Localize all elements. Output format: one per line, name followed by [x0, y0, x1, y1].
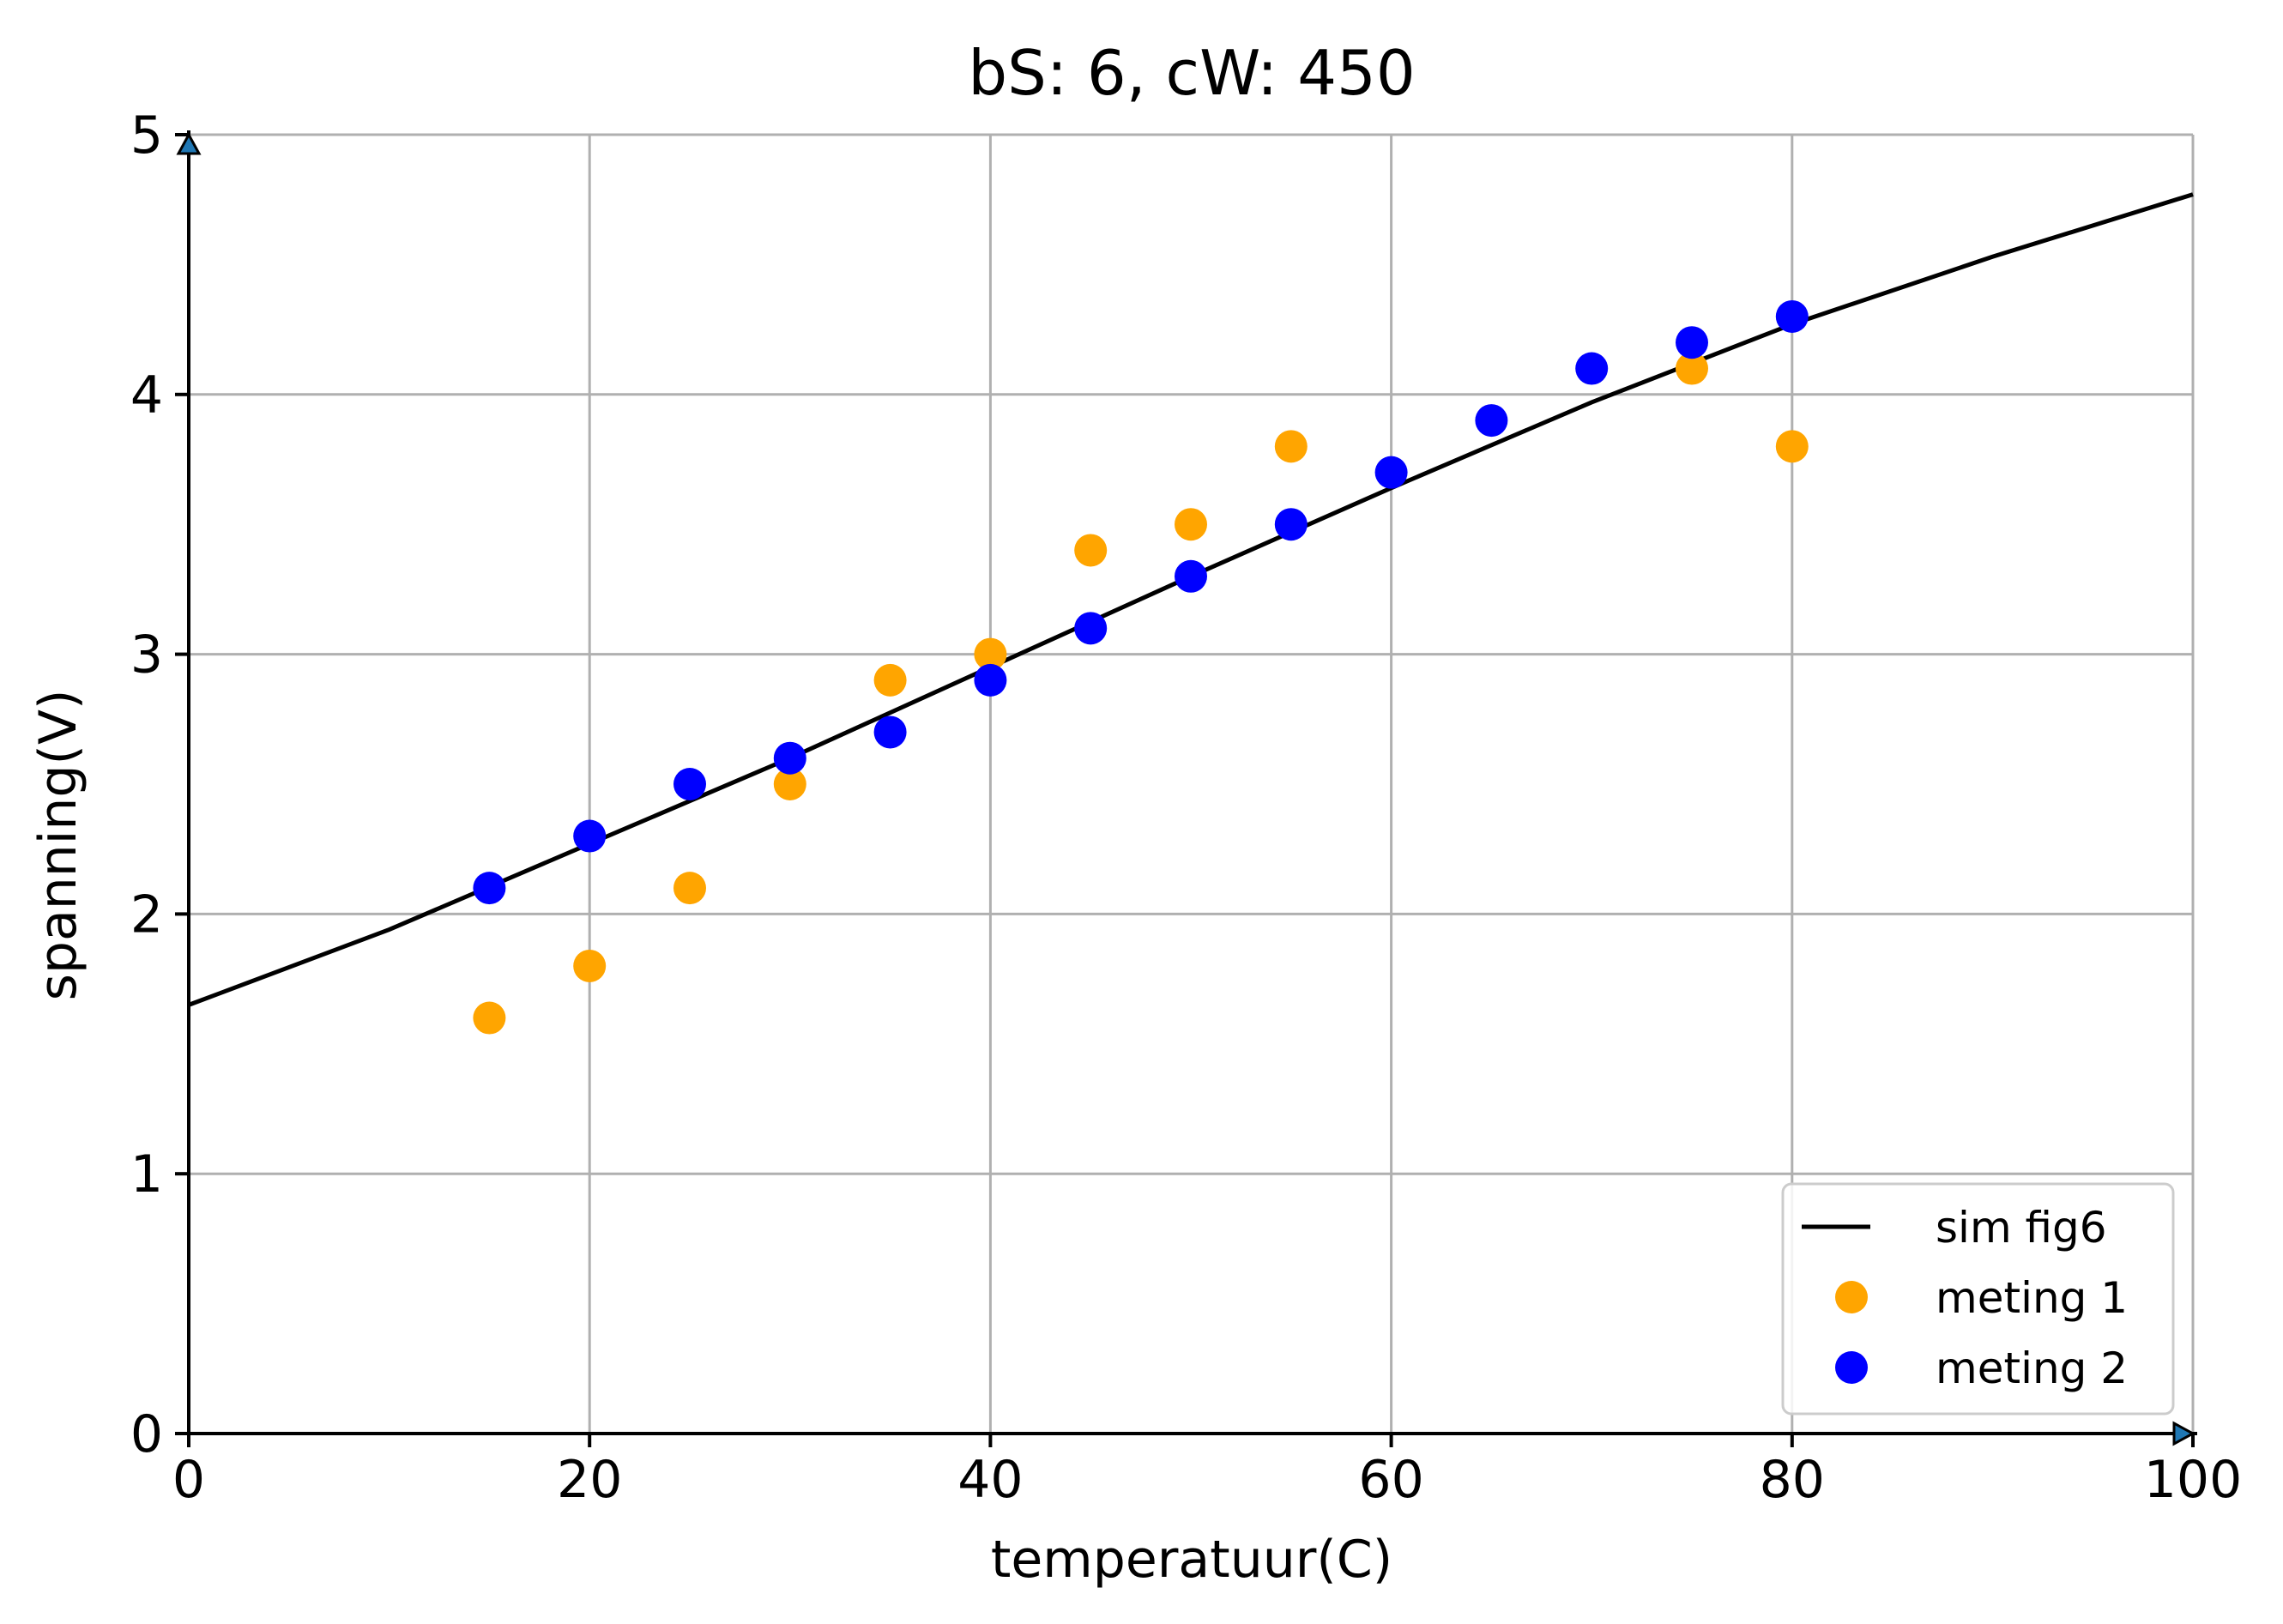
data-point-meting-2: [1374, 456, 1408, 489]
x-tick-label: 40: [957, 1450, 1023, 1510]
y-tick-label: 3: [130, 625, 163, 685]
data-point-meting-2: [1575, 352, 1609, 385]
y-axis-label: spanning(V): [28, 690, 88, 1001]
data-point-meting-1: [673, 872, 706, 905]
y-axis-arrow: [176, 131, 202, 155]
data-point-meting-1: [1274, 430, 1308, 463]
x-tick-label: 60: [1358, 1450, 1423, 1510]
data-point-meting-2: [1775, 299, 1809, 333]
data-point-meting-2: [673, 768, 706, 800]
y-tick-label: 0: [130, 1404, 163, 1464]
y-tick-label: 4: [130, 365, 163, 426]
legend-label: meting 1: [1936, 1273, 2128, 1323]
data-point-meting-2: [1274, 508, 1308, 541]
chart-title: bS: 6, cW: 450: [968, 37, 1415, 109]
x-tick-label: 0: [172, 1450, 205, 1510]
x-axis-arrow: [2172, 1421, 2196, 1446]
data-point-meting-2: [773, 741, 806, 775]
data-point-meting-1: [1775, 430, 1809, 463]
data-point-meting-2: [974, 663, 1007, 697]
legend-box: [1781, 1182, 2175, 1416]
x-axis-label: temperatuur(C): [991, 1530, 1392, 1590]
x-tick-label: 80: [1760, 1450, 1825, 1510]
data-point-meting-1: [1676, 352, 1708, 385]
data-point-meting-2: [573, 819, 607, 853]
data-point-meting-2: [1175, 559, 1207, 593]
data-point-meting-1: [1074, 534, 1108, 567]
data-point-meting-2: [873, 715, 907, 749]
data-point-meting-1: [573, 949, 607, 982]
data-point-meting-1: [873, 663, 907, 697]
x-tick-label: 20: [557, 1450, 622, 1510]
y-tick-label: 5: [130, 106, 163, 166]
data-point-meting-2: [1475, 404, 1508, 438]
y-tick-label: 2: [130, 884, 163, 945]
legend-label: meting 2: [1936, 1343, 2128, 1393]
y-tick-label: 1: [130, 1144, 163, 1204]
legend: sim fig6 meting 1 meting 2: [1781, 1182, 2175, 1416]
data-point-meting-2: [1074, 612, 1108, 645]
x-tick-label: 100: [2144, 1450, 2243, 1510]
legend-marker-point: [1835, 1281, 1868, 1313]
data-point-meting-1: [473, 1001, 506, 1035]
data-point-meting-2: [1676, 326, 1708, 359]
legend-label: sim fig6: [1936, 1203, 2107, 1253]
data-point-meting-1: [974, 637, 1007, 671]
data-point-meting-2: [473, 872, 506, 905]
plot-area: 0 20 40 60 80 100 0 1 2 3 4 5: [130, 106, 2242, 1510]
legend-marker-point: [1835, 1351, 1868, 1384]
data-point-meting-1: [1175, 508, 1207, 541]
data-point-meting-1: [773, 768, 806, 800]
